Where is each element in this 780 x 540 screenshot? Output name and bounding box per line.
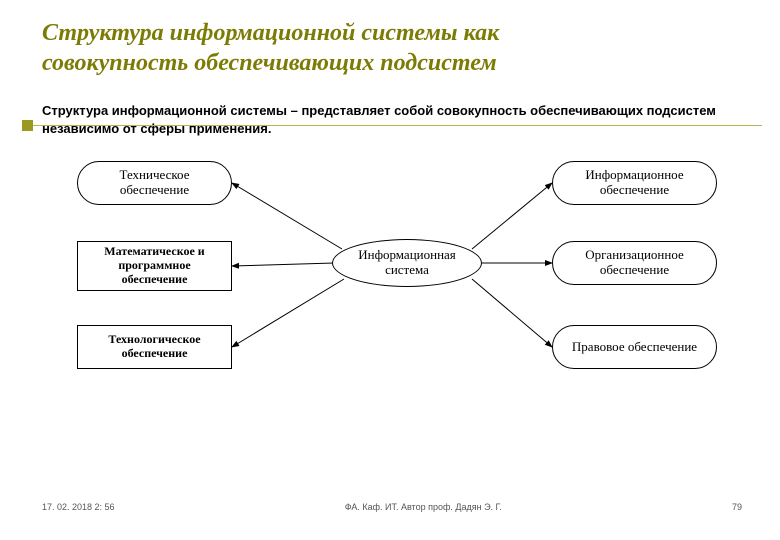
diagram: Информационная система Техническое обесп… xyxy=(42,149,732,419)
footer-author: ФА. Каф. ИТ. Автор проф. Дадян Э. Г. xyxy=(345,502,502,512)
footer-page: 79 xyxy=(732,502,742,512)
title-line2: совокупность обеспечивающих подсистем xyxy=(42,50,497,76)
node-law: Правовое обеспечение xyxy=(552,325,717,369)
node-techno-label: Технологическое обеспечение xyxy=(84,333,225,361)
node-math-label: Математическое и программное обеспечение xyxy=(84,245,225,286)
accent-square xyxy=(22,120,33,131)
node-techno: Технологическое обеспечение xyxy=(77,325,232,369)
node-tech-label: Техническое обеспечение xyxy=(84,168,225,198)
node-math: Математическое и программное обеспечение xyxy=(77,241,232,291)
node-tech: Техническое обеспечение xyxy=(77,161,232,205)
node-center-label: Информационная система xyxy=(339,248,475,278)
accent-line xyxy=(22,125,762,126)
footer: 17. 02. 2018 2: 56 ФА. Каф. ИТ. Автор пр… xyxy=(42,502,742,512)
node-org: Организационное обеспечение xyxy=(552,241,717,285)
node-info-label: Информационное обеспечение xyxy=(559,168,710,198)
slide-title: Структура информационной системы как сов… xyxy=(42,18,742,78)
node-org-label: Организационное обеспечение xyxy=(559,248,710,278)
footer-date: 17. 02. 2018 2: 56 xyxy=(42,502,115,512)
node-law-label: Правовое обеспечение xyxy=(572,340,697,355)
body-text: Структура информационной системы – предс… xyxy=(42,102,742,137)
node-center: Информационная система xyxy=(332,239,482,287)
node-info: Информационное обеспечение xyxy=(552,161,717,205)
title-line1: Структура информационной системы как xyxy=(42,20,499,46)
